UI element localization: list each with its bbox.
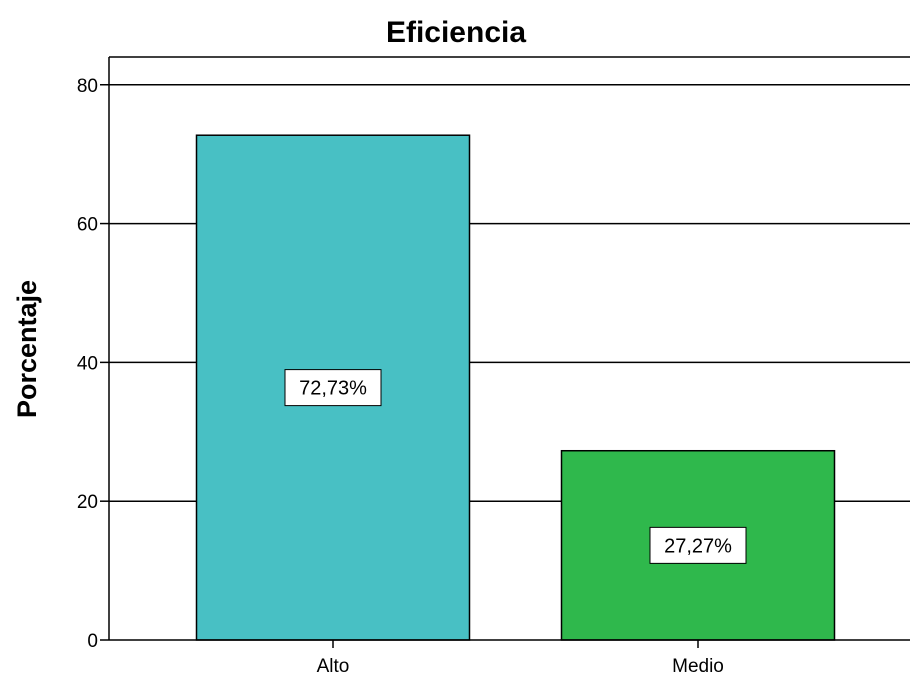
y-tick-label-20: 20 [77,492,98,513]
y-tick-label-0: 0 [87,631,98,652]
x-tick-label-medio: Medio [672,656,724,677]
data-label-box [649,526,747,564]
axes: 0 20 40 60 80 Alto Medio [77,56,910,677]
data-label-text: 27,27% [664,535,732,557]
x-tick-label-alto: Alto [317,656,350,677]
data-label-medio: 27,27% [649,526,747,564]
data-label-text: 72,73% [299,378,367,400]
y-tick-label-60: 60 [77,215,98,236]
chart-title: Eficiencia [386,16,526,49]
y-tick-label-80: 80 [77,76,98,97]
data-label-box [284,369,382,407]
y-axis-label: Porcentaje [12,280,42,418]
data-label-alto: 72,73% [284,369,382,407]
y-tick-label-40: 40 [77,353,98,374]
data-labels: 72,73% 27,27% [284,369,747,564]
